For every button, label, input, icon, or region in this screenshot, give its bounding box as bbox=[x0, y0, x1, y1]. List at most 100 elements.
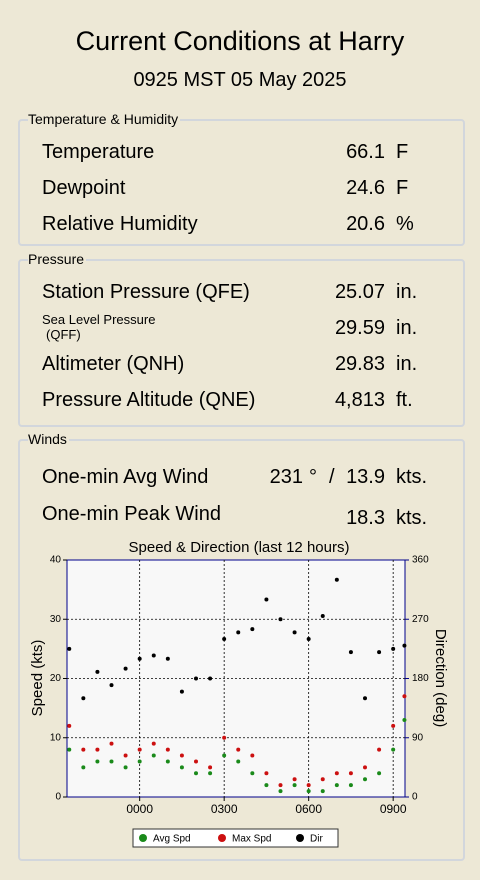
label: One-min Avg Wind bbox=[42, 466, 209, 488]
y2-tick-label: 270 bbox=[412, 614, 429, 625]
legend-label: Avg Spd bbox=[153, 834, 191, 845]
legend-label: Dir bbox=[310, 834, 323, 845]
chart-title: Speed & Direction (last 12 hours) bbox=[129, 539, 350, 556]
label: Relative Humidity bbox=[42, 213, 198, 235]
data-point bbox=[123, 753, 128, 758]
data-point bbox=[236, 630, 241, 635]
data-point bbox=[264, 597, 269, 602]
data-point bbox=[391, 747, 396, 752]
section-box bbox=[18, 439, 465, 861]
value: 29.83 bbox=[334, 353, 385, 375]
data-point bbox=[123, 666, 128, 671]
legend-marker bbox=[296, 834, 304, 842]
separator: / bbox=[329, 466, 335, 488]
legend-box bbox=[132, 828, 339, 848]
data-point bbox=[194, 759, 199, 764]
data-point bbox=[123, 765, 128, 770]
label: Altimeter (QNH) bbox=[42, 353, 185, 375]
unit: kts. bbox=[396, 466, 428, 488]
data-point bbox=[67, 723, 72, 728]
data-point bbox=[151, 753, 156, 758]
y2-tick-label: 180 bbox=[412, 673, 429, 684]
data-point bbox=[109, 683, 114, 688]
data-point bbox=[208, 676, 213, 681]
data-point bbox=[402, 694, 407, 699]
y2-axis-label: Direction (deg) bbox=[432, 629, 449, 727]
value: 4,813 bbox=[334, 389, 385, 411]
x-tick-label: 0000 bbox=[126, 802, 153, 816]
value: 13.9 bbox=[346, 466, 385, 488]
data-point bbox=[320, 613, 325, 618]
chart: Speed & Direction (last 12 hours) Speed … bbox=[29, 539, 449, 848]
unit: % bbox=[396, 213, 414, 235]
y2-tick-label: 360 bbox=[412, 555, 429, 566]
data-point bbox=[250, 771, 255, 776]
data-point bbox=[334, 577, 339, 582]
data-point bbox=[165, 747, 170, 752]
label: Pressure Altitude (QNE) bbox=[42, 389, 256, 411]
data-point bbox=[236, 747, 241, 752]
data-point bbox=[250, 627, 255, 632]
data-point bbox=[109, 741, 114, 746]
subtitle: 0925 MST 05 May 2025 bbox=[133, 69, 347, 91]
data-point bbox=[165, 759, 170, 764]
data-point bbox=[95, 759, 100, 764]
data-point bbox=[109, 759, 114, 764]
data-point bbox=[222, 735, 227, 740]
data-point bbox=[137, 759, 142, 764]
data-point bbox=[222, 637, 227, 641]
data-point bbox=[95, 747, 100, 752]
unit: in. bbox=[396, 353, 418, 375]
data-point bbox=[391, 646, 396, 651]
title: Current Conditions at Harry bbox=[75, 26, 405, 56]
direction: 231 bbox=[269, 466, 303, 488]
direction-unit: ° bbox=[309, 466, 317, 488]
label: Temperature bbox=[42, 141, 155, 163]
section-title: Temperature & Humidity bbox=[28, 111, 181, 127]
x-tick-label: 0900 bbox=[380, 802, 407, 816]
data-point bbox=[363, 777, 368, 782]
data-point bbox=[81, 747, 86, 752]
data-point bbox=[236, 759, 241, 764]
legend-label: Max Spd bbox=[232, 834, 271, 845]
y-tick-label: 30 bbox=[50, 614, 62, 625]
data-point bbox=[306, 789, 311, 794]
value: 25.07 bbox=[334, 281, 385, 303]
data-point bbox=[278, 789, 283, 794]
data-point bbox=[334, 783, 339, 788]
data-point bbox=[292, 777, 297, 782]
data-point bbox=[377, 650, 382, 655]
data-point bbox=[264, 771, 269, 776]
value: 29.59 bbox=[334, 317, 385, 339]
data-point bbox=[278, 617, 283, 622]
data-point bbox=[306, 637, 311, 641]
y-axis-label: Speed (kts) bbox=[29, 640, 46, 717]
data-point bbox=[179, 753, 184, 758]
data-point bbox=[194, 676, 199, 681]
y-tick-label: 20 bbox=[50, 673, 62, 684]
data-point bbox=[81, 765, 86, 770]
data-point bbox=[363, 696, 368, 701]
label: Sea Level Pressure bbox=[42, 312, 156, 327]
unit: kts. bbox=[396, 507, 428, 529]
data-point bbox=[137, 747, 142, 752]
value: 66.1 bbox=[346, 141, 385, 163]
unit: F bbox=[396, 177, 409, 199]
value: 24.6 bbox=[346, 177, 385, 199]
value: 18.3 bbox=[346, 507, 385, 529]
data-point bbox=[137, 656, 142, 661]
data-point bbox=[348, 783, 353, 788]
unit: in. bbox=[396, 281, 418, 303]
data-point bbox=[179, 689, 184, 694]
section-title: Pressure bbox=[28, 251, 87, 267]
section-box bbox=[18, 259, 465, 427]
x-tick-label: 0300 bbox=[211, 802, 238, 816]
label: One-min Peak Wind bbox=[42, 503, 221, 525]
data-point bbox=[151, 741, 156, 746]
data-point bbox=[179, 765, 184, 770]
data-point bbox=[264, 783, 269, 788]
data-point bbox=[391, 723, 396, 728]
y-tick-label: 40 bbox=[50, 555, 62, 566]
data-point bbox=[95, 669, 100, 674]
y2-tick-label: 90 bbox=[412, 732, 424, 743]
